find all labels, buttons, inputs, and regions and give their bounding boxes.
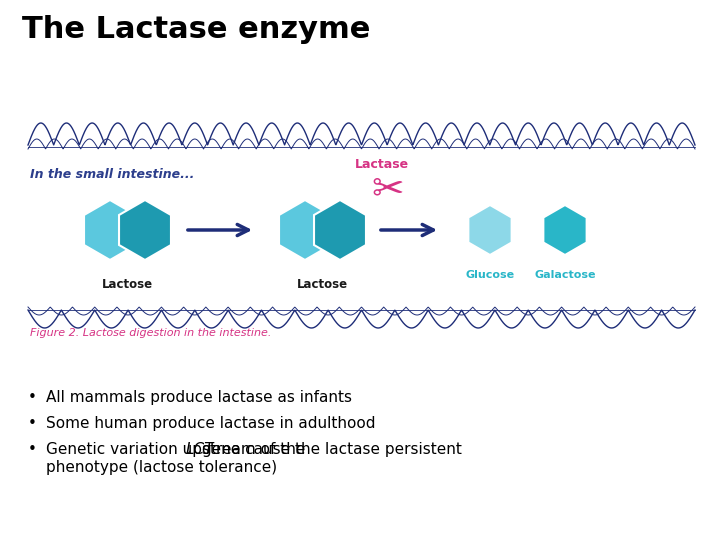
Text: Lactose: Lactose xyxy=(102,278,153,291)
Text: Galactose: Galactose xyxy=(534,270,595,280)
Text: ✂: ✂ xyxy=(372,170,405,208)
Polygon shape xyxy=(314,200,366,260)
Text: LCT: LCT xyxy=(185,442,214,457)
Text: The Lactase enzyme: The Lactase enzyme xyxy=(22,15,370,44)
Text: Figure 2. Lactose digestion in the intestine.: Figure 2. Lactose digestion in the intes… xyxy=(30,328,271,338)
Text: Genetic variation upstream of the: Genetic variation upstream of the xyxy=(46,442,310,457)
Text: All mammals produce lactase as infants: All mammals produce lactase as infants xyxy=(46,390,352,405)
Polygon shape xyxy=(279,200,331,260)
Text: Lactose: Lactose xyxy=(297,278,348,291)
Text: gene cause the lactase persistent: gene cause the lactase persistent xyxy=(197,442,462,457)
Text: •: • xyxy=(28,442,37,457)
Text: •: • xyxy=(28,390,37,405)
Polygon shape xyxy=(468,205,512,255)
Text: In the small intestine...: In the small intestine... xyxy=(30,168,194,181)
Polygon shape xyxy=(544,205,587,255)
Text: phenotype (lactose tolerance): phenotype (lactose tolerance) xyxy=(46,460,277,475)
Text: Glucose: Glucose xyxy=(465,270,515,280)
Text: •: • xyxy=(28,416,37,431)
Text: Lactase: Lactase xyxy=(355,158,409,171)
Polygon shape xyxy=(119,200,171,260)
Polygon shape xyxy=(84,200,136,260)
Text: Some human produce lactase in adulthood: Some human produce lactase in adulthood xyxy=(46,416,376,431)
